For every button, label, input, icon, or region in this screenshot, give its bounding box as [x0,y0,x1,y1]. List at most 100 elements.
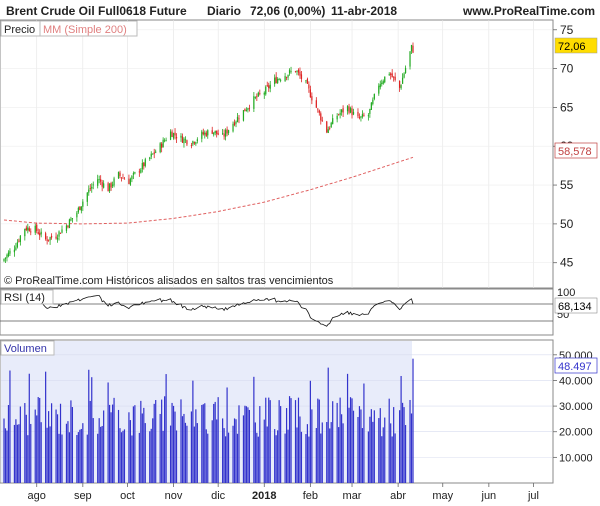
volume-bar [202,404,204,483]
volume-bar [300,431,303,483]
volume-bar [110,412,112,483]
volume-bar [98,418,100,483]
volume-bar [342,423,344,483]
volume-bar [296,427,298,483]
volume-bar [196,423,198,483]
candle-body [290,71,292,72]
volume-bar [92,418,94,483]
volume-bar [233,418,236,483]
volume-bar [284,433,286,483]
candle-body [248,108,251,109]
volume-bar [223,428,225,483]
ma-label: MM (Simple 200) [43,24,127,36]
candle-body [297,69,300,73]
candle-body [141,162,143,170]
candle-body [285,77,288,78]
volume-tick-label: 20.000 [559,427,593,439]
candle-body [315,100,317,108]
volume-bar [393,407,395,483]
ma200-line [3,156,414,225]
header-last-value: 72,06 (0,00%) [250,4,325,18]
candle-body [98,179,100,180]
x-tick-label: sep [74,490,92,502]
volume-bar [132,406,134,483]
volume-bar [50,403,53,483]
volume-bar [67,421,69,483]
volume-bar [336,402,338,483]
candle-body [370,102,372,110]
candle-body [278,78,280,80]
volume-bar [217,397,219,483]
candle-body [391,73,393,78]
volume-bar [138,432,140,483]
candle-body [47,239,50,241]
volume-bar [278,400,280,483]
candle-body [390,73,392,75]
candle-body [169,131,172,140]
volume-bar [288,396,291,483]
candle-body [19,235,21,242]
volume-bar [100,426,102,483]
volume-bar [183,413,185,483]
candle-body [164,140,166,142]
candle-body [28,228,30,232]
candle-body [7,252,10,257]
volume-bar [232,425,234,483]
volume-bar [61,434,63,483]
candle-body [235,121,237,124]
volume-bar [161,399,163,483]
rsi-panel[interactable] [0,288,554,336]
volume-bar [58,433,60,483]
candle-body [172,133,175,139]
volume-bar [131,435,133,483]
candle-body [287,74,289,78]
candle-body [410,44,413,52]
candle-body [381,82,383,85]
candle-body [222,133,224,135]
candle-body [277,78,279,84]
x-tick-label: may [432,490,453,502]
candle-body [30,231,32,233]
x-tick-label: jul [527,490,539,502]
header-site[interactable]: www.ProRealTime.com [462,4,595,18]
header-instrument: Brent Crude Oil Full0618 Future [6,4,187,18]
candle-body [149,157,151,160]
volume-bar [36,415,38,483]
candle-body [162,139,164,148]
candle-body [186,140,188,145]
volume-bar [378,418,380,483]
candle-body [207,130,209,136]
volume-bar [201,404,203,483]
candle-body [326,121,328,133]
candle-body [65,225,68,231]
volume-bar [263,419,265,483]
candle-body [400,85,402,89]
candle-body [9,250,11,254]
volume-bar [30,423,32,483]
volume-bar [129,420,132,483]
candle-body [76,212,78,218]
candle-body [330,122,332,128]
volume-bar [103,410,105,483]
volume-bar [280,406,282,483]
candle-body [132,173,135,175]
volume-bar [71,407,74,483]
volume-bar [175,430,178,483]
watermark-text: © ProRealTime.com Históricos alisados en… [4,275,334,287]
candle-body [175,136,178,139]
candle-body [165,140,167,142]
volume-bar [222,418,224,483]
volume-bar [294,400,297,483]
ma-label-box [39,20,138,37]
candle-body [6,254,8,258]
candle-body [181,136,184,143]
candle-body [174,132,176,136]
candle-body [346,106,349,112]
rsi-line [30,295,414,327]
volume-bar [192,380,194,483]
volume-bar [226,387,228,483]
volume-bar [381,436,383,483]
volume-bar [141,413,143,483]
volume-bar [162,430,164,483]
price-panel[interactable] [0,19,554,289]
